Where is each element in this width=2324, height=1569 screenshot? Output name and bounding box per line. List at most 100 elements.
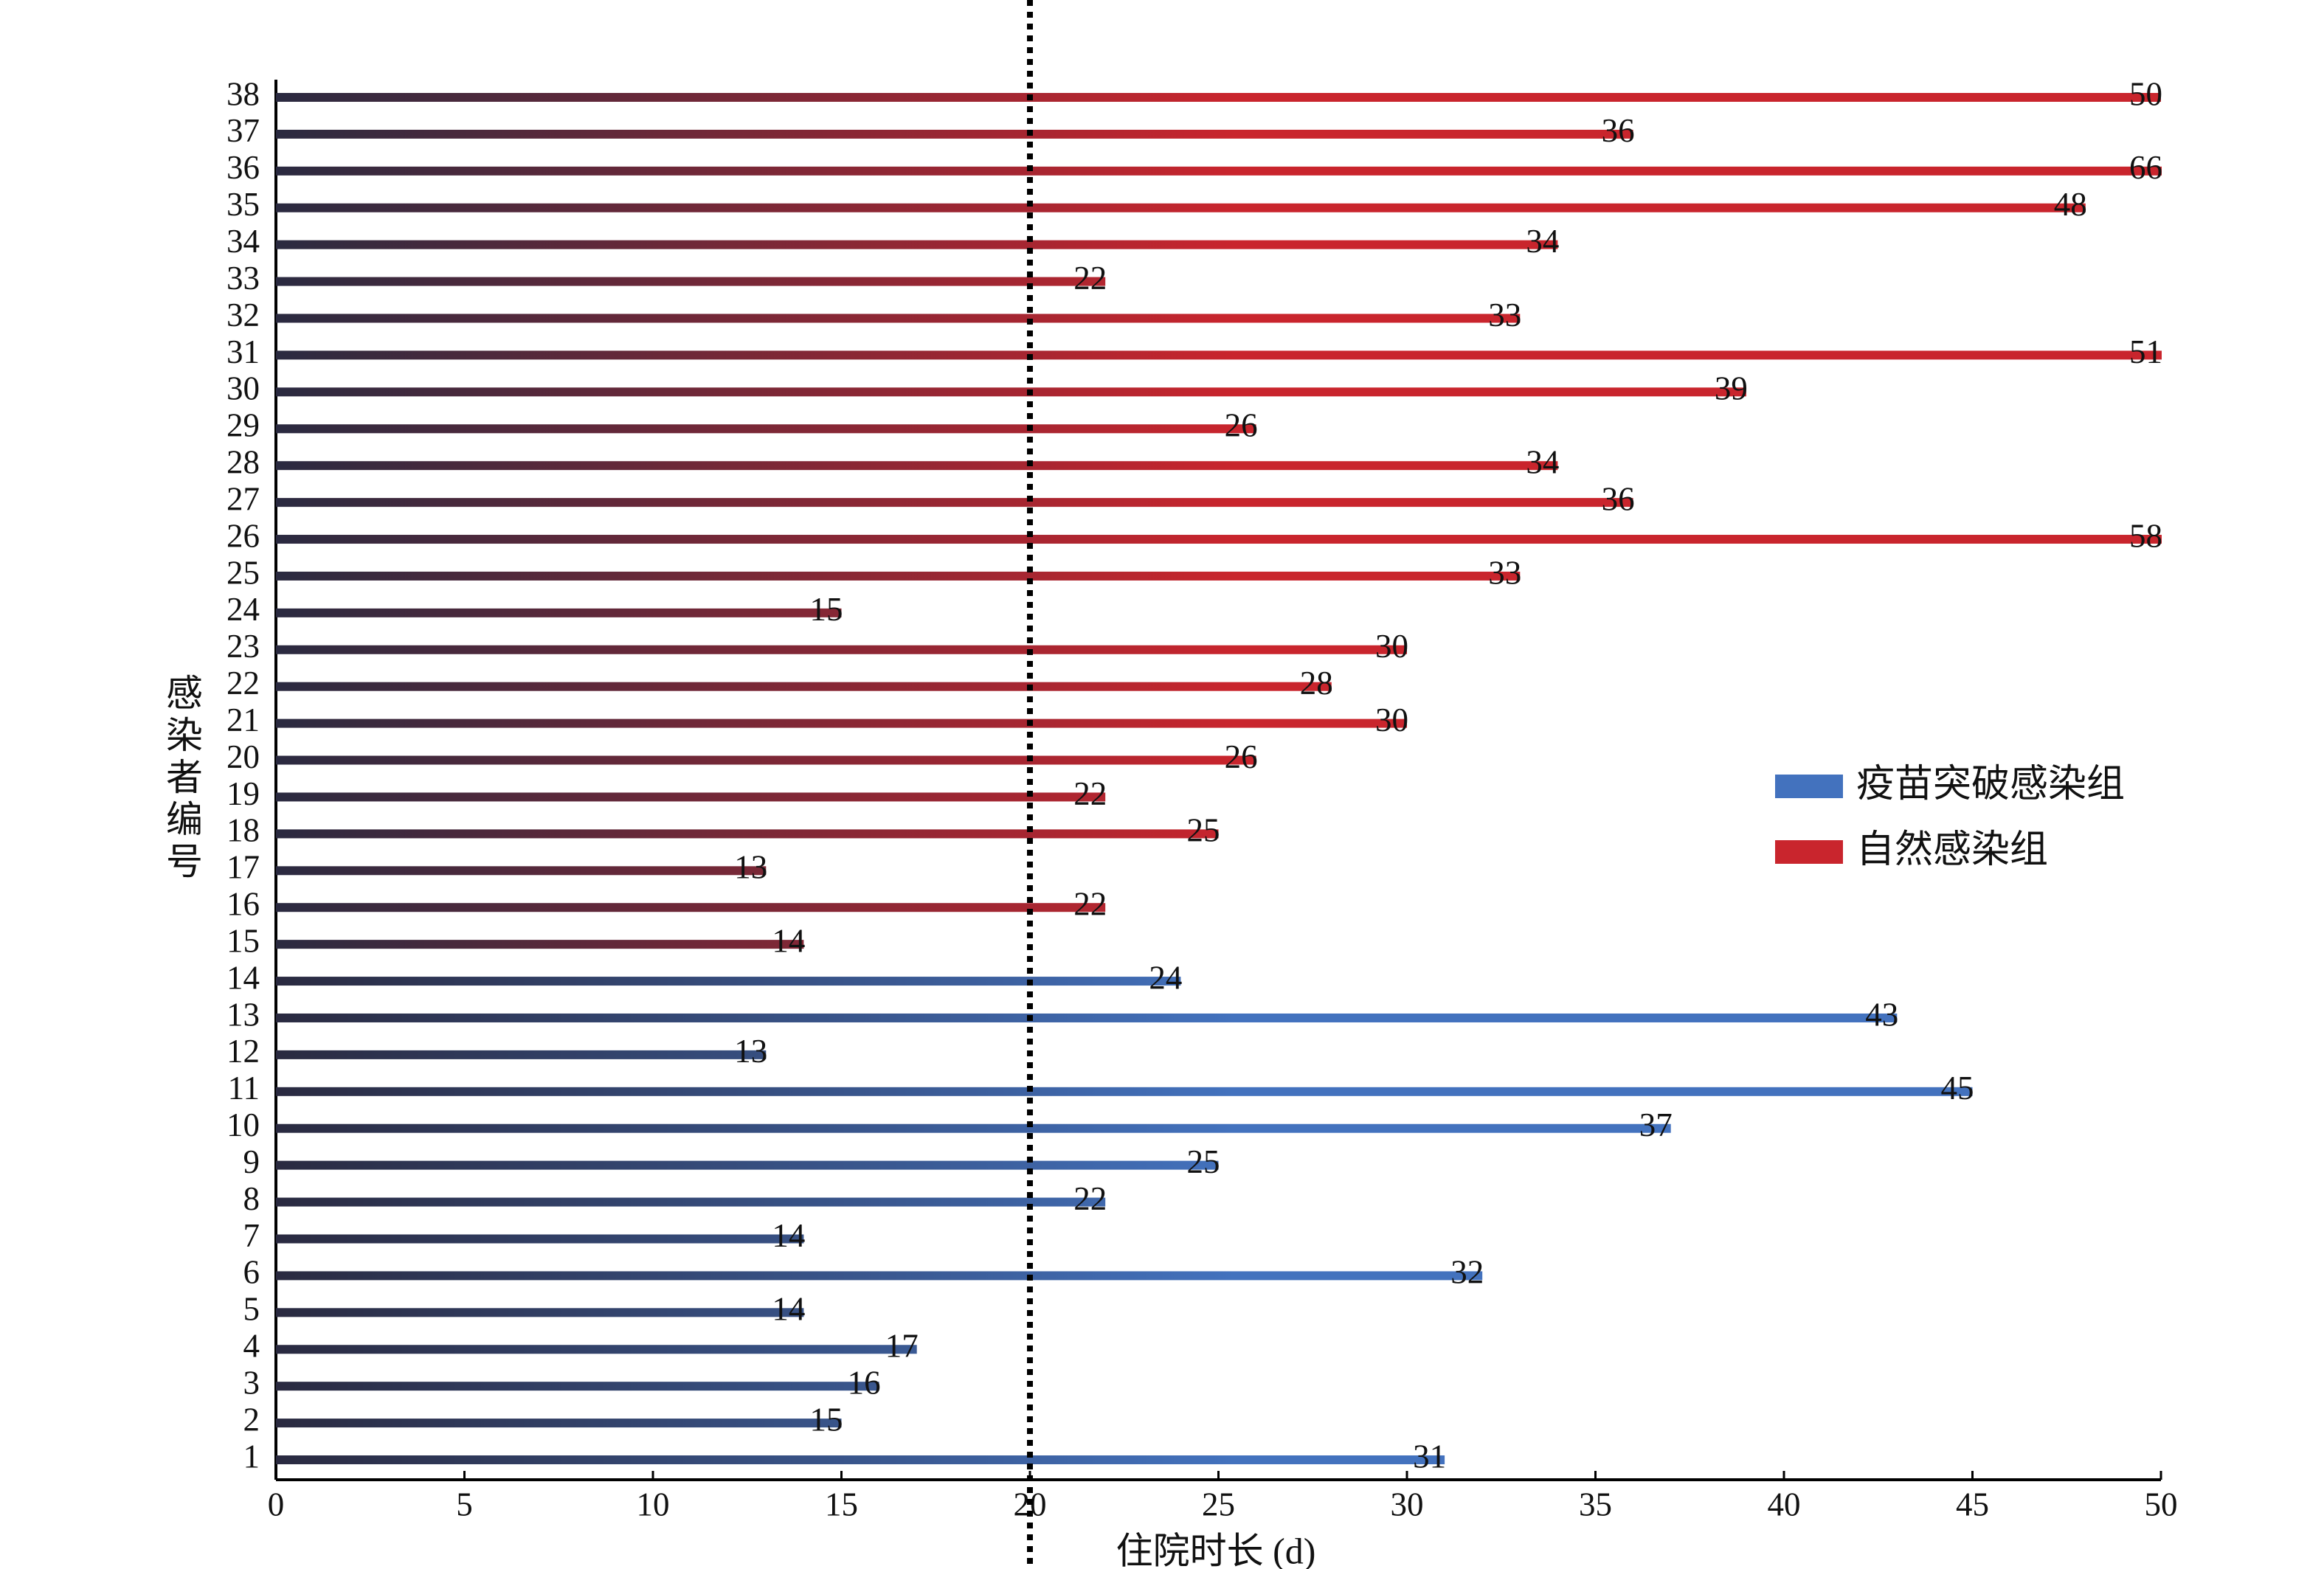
bar: [276, 1271, 1483, 1281]
legend-label: 自然感染组: [1856, 828, 2048, 872]
data-label: 15: [810, 591, 843, 628]
bar: [276, 314, 1521, 323]
y-tick-label: 34: [226, 223, 260, 260]
bar: [276, 93, 2161, 102]
y-tick-label: 18: [226, 812, 260, 849]
bar: [276, 718, 1407, 728]
y-tick-label: 37: [226, 112, 260, 149]
data-label: 37: [1639, 1106, 1673, 1143]
x-tick-label: 40: [1768, 1486, 1801, 1523]
bar: [276, 829, 1219, 839]
data-label: 26: [1225, 407, 1258, 444]
y-tick-label: 25: [226, 554, 260, 591]
data-label: 24: [1149, 959, 1182, 996]
bar: [276, 1382, 879, 1391]
x-tick-label: 25: [1202, 1486, 1235, 1523]
bar: [276, 166, 2162, 176]
x-tick-label: 50: [2145, 1486, 2178, 1523]
bar: [276, 866, 767, 876]
bar: [276, 755, 1256, 765]
bar: [276, 940, 804, 949]
y-tick-label: 11: [228, 1070, 260, 1106]
data-label: 31: [1413, 1438, 1446, 1475]
bar: [276, 1160, 1219, 1170]
bar: [276, 461, 1558, 471]
bar: [276, 203, 2086, 212]
bar: [276, 1123, 1671, 1133]
data-label: 22: [1073, 775, 1107, 812]
y-tick-label: 2: [243, 1401, 260, 1438]
data-label: 58: [2129, 517, 2162, 554]
bar: [276, 129, 1633, 139]
y-tick-label: 35: [226, 186, 260, 223]
bar: [276, 1455, 1445, 1464]
bar: [276, 1050, 767, 1059]
data-label: 22: [1073, 886, 1107, 923]
y-tick-label: 9: [243, 1143, 260, 1180]
y-tick-label: 15: [226, 922, 260, 959]
y-tick-label: 3: [243, 1364, 260, 1401]
legend-swatch: [1775, 775, 1843, 798]
bar: [276, 903, 1106, 912]
x-tick-label: 35: [1579, 1486, 1612, 1523]
data-label: 30: [1375, 702, 1408, 738]
y-tick-label: 23: [226, 628, 260, 665]
y-tick-label: 6: [243, 1254, 260, 1291]
bar: [276, 1234, 804, 1244]
data-label: 28: [1300, 665, 1333, 702]
bar: [276, 792, 1106, 802]
data-label: 50: [2129, 75, 2162, 112]
y-tick-label: 21: [226, 702, 260, 738]
y-tick-label: 36: [226, 149, 260, 186]
data-label: 14: [772, 1291, 805, 1328]
y-tick-label: 29: [226, 407, 260, 444]
bar: [276, 277, 1106, 286]
data-label: 66: [2129, 149, 2162, 186]
y-tick-label: 4: [243, 1328, 260, 1365]
y-tick-label: 5: [243, 1291, 260, 1328]
bar: [276, 1087, 1973, 1096]
data-label: 48: [2054, 186, 2087, 223]
y-tick-label: 27: [226, 480, 260, 517]
bar: [276, 1419, 842, 1428]
y-tick-label: 19: [226, 775, 260, 812]
data-label: 17: [885, 1328, 919, 1365]
x-tick-label: 10: [637, 1486, 670, 1523]
y-tick-label: 33: [226, 260, 260, 297]
y-axis-label-text: 感染者编号: [166, 673, 203, 882]
data-label: 33: [1488, 297, 1521, 333]
x-tick-label: 15: [825, 1486, 858, 1523]
data-label: 51: [2129, 333, 2162, 370]
data-label: 43: [1865, 996, 1898, 1033]
data-label: 30: [1375, 628, 1408, 665]
y-tick-label: 8: [243, 1180, 260, 1217]
data-label: 14: [772, 922, 805, 959]
x-tick-label: 5: [456, 1486, 473, 1523]
data-label: 34: [1526, 223, 1559, 260]
data-label: 36: [1602, 480, 1635, 517]
y-tick-label: 16: [226, 886, 260, 923]
bar: [276, 645, 1407, 654]
data-label: 22: [1073, 260, 1107, 297]
y-tick-label: 10: [226, 1106, 260, 1143]
y-tick-label: 32: [226, 297, 260, 333]
y-tick-label: 22: [226, 665, 260, 702]
bar: [276, 1308, 804, 1317]
y-tick-label: 28: [226, 444, 260, 481]
data-label: 36: [1602, 112, 1635, 149]
y-tick-label: 31: [226, 333, 260, 370]
x-tick-label: 45: [1956, 1486, 1989, 1523]
y-tick-label: 14: [226, 959, 260, 996]
bar: [276, 387, 1746, 397]
bar: [276, 498, 1633, 508]
data-label: 22: [1073, 1180, 1107, 1217]
bar: [276, 1013, 1898, 1022]
bar: [276, 350, 2162, 360]
y-tick-label: 38: [226, 75, 260, 112]
data-label: 45: [1941, 1070, 1974, 1106]
y-tick-label: 13: [226, 996, 260, 1033]
x-tick-label: 30: [1391, 1486, 1424, 1523]
y-tick-label: 17: [226, 849, 260, 886]
bars: [276, 93, 2162, 1464]
